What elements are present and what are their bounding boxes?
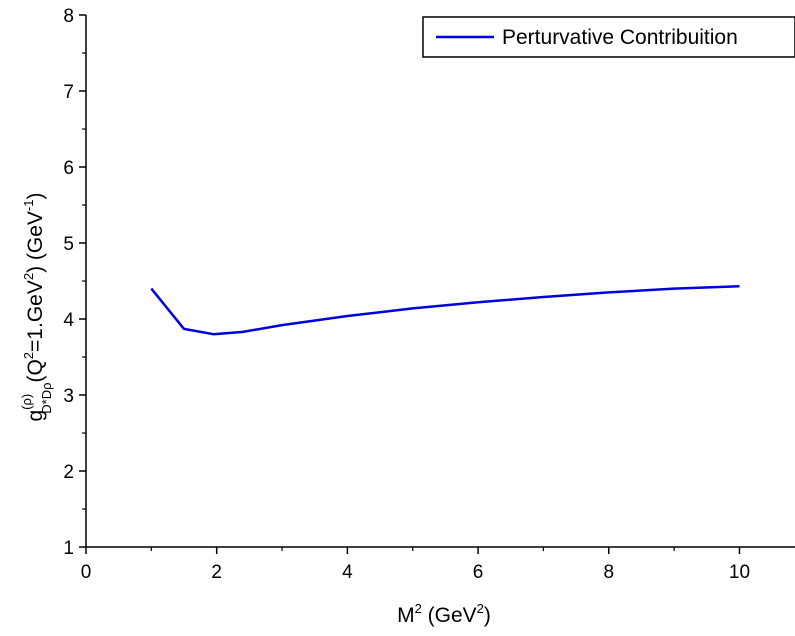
y-tick-label: 4: [63, 310, 74, 331]
y-tick-label: 1: [63, 538, 74, 559]
x-tick-label: 8: [603, 562, 614, 583]
x-tick-label: 0: [81, 562, 92, 583]
y-axis-title: g(ρ) D*Dρ(Q2=1.GeV2) (GeV-1): [19, 193, 54, 422]
axes: [85, 15, 795, 548]
series-line: [150, 285, 740, 336]
x-tick-label: 2: [211, 562, 222, 583]
legend: Perturvative Contribuition: [422, 16, 795, 58]
x-tick-label: 4: [342, 562, 353, 583]
y-tick-label: 5: [63, 234, 74, 255]
y-tick-label: 8: [63, 6, 74, 27]
legend-label: Perturvative Contribuition: [502, 26, 738, 49]
x-tick-label: 10: [729, 562, 750, 583]
y-tick-label: 7: [63, 82, 74, 103]
y-tick-label: 2: [63, 462, 74, 483]
x-axis-title: M2 (GeV2): [397, 601, 491, 627]
x-tick-label: 6: [473, 562, 484, 583]
series-layer: [150, 285, 740, 336]
y-tick-label: 6: [63, 158, 74, 179]
y-tick-label: 3: [63, 386, 74, 407]
